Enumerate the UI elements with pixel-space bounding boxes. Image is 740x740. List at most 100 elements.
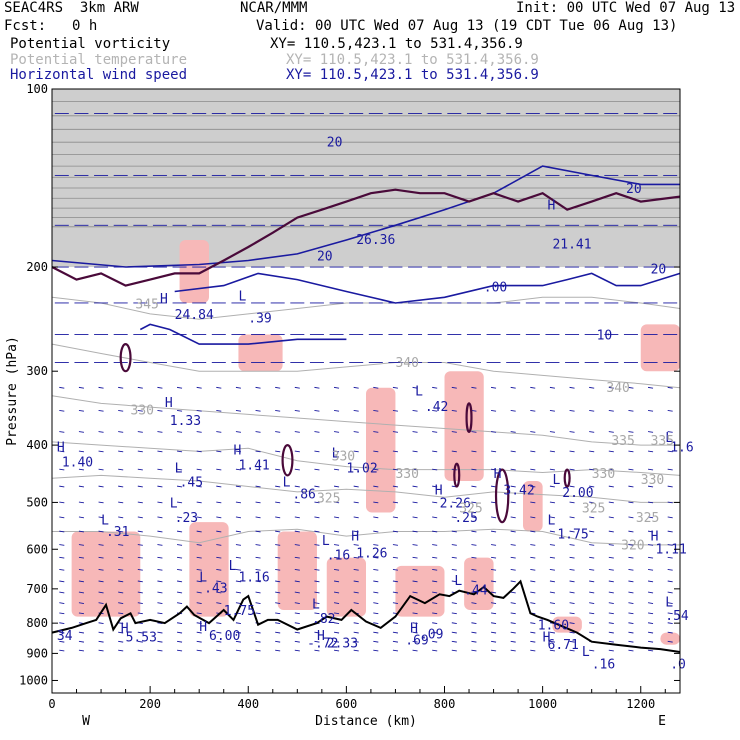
wind-vector xyxy=(549,409,556,412)
wind-vector xyxy=(196,631,202,634)
wind-vector xyxy=(275,580,281,583)
wind-vector xyxy=(647,501,654,504)
wind-vector xyxy=(216,649,222,652)
wind-vector xyxy=(412,580,418,583)
wind-vector xyxy=(98,640,104,643)
wind-vector xyxy=(353,409,359,412)
wind-vector xyxy=(510,450,516,453)
extremum-label: 2.00 xyxy=(562,486,593,501)
wind-vector xyxy=(294,409,300,412)
wind-vector xyxy=(255,631,261,634)
model-name: SEAC4RS 3km ARW xyxy=(4,0,139,16)
wind-vector xyxy=(59,450,65,453)
wind-vector xyxy=(373,580,379,583)
wind-vector xyxy=(392,468,399,471)
wind-vector xyxy=(176,649,183,652)
org-label: NCAR/MMM xyxy=(240,0,308,16)
wind-vector xyxy=(196,386,202,389)
isentrope-line xyxy=(51,474,680,503)
x-tick-label: 1200 xyxy=(626,697,655,711)
wind-vector xyxy=(530,530,536,533)
wind-vector xyxy=(569,631,575,634)
isentrope-label: 325 xyxy=(582,501,605,516)
wind-vector xyxy=(667,622,673,624)
wind-vector xyxy=(294,450,300,453)
wind-vector xyxy=(667,530,673,533)
extremum-label: .86 xyxy=(292,487,315,502)
wind-vector xyxy=(530,485,536,488)
wind-vector xyxy=(392,409,399,412)
isentrope-label: 320 xyxy=(621,538,644,553)
extremum-label: H xyxy=(410,622,418,637)
wind-vector xyxy=(432,409,438,412)
wind-vector xyxy=(157,409,163,412)
wind-vector xyxy=(647,640,654,643)
wind-vector xyxy=(333,556,340,559)
extremum-label: L xyxy=(665,596,673,611)
wind-vector xyxy=(412,556,418,559)
x-tick-label: 800 xyxy=(434,697,456,711)
wind-vector xyxy=(275,622,281,624)
wind-vector xyxy=(373,409,379,412)
wind-vector xyxy=(275,544,281,546)
wind-vector xyxy=(216,485,222,488)
wind-vector xyxy=(333,612,340,615)
terrain-line xyxy=(51,579,681,653)
wind-vector xyxy=(608,622,614,624)
wind-vector xyxy=(608,556,614,559)
wind-vector xyxy=(255,516,261,519)
wind-vector xyxy=(333,631,340,634)
wind-vector xyxy=(373,568,379,571)
wind-vector xyxy=(510,640,516,643)
wind-vector xyxy=(432,468,438,471)
wind-vector xyxy=(647,580,654,583)
wind-vector xyxy=(510,580,516,583)
wind-vector xyxy=(333,468,340,471)
wind-vector xyxy=(333,516,340,519)
wind-vector xyxy=(78,516,85,519)
wind-vector xyxy=(471,450,477,453)
wind-vector xyxy=(235,580,242,583)
wind-vector xyxy=(412,544,418,546)
pv-closed-contour xyxy=(563,468,571,488)
wind-vector xyxy=(589,530,595,533)
wind-vector xyxy=(471,640,477,643)
wind-vector xyxy=(373,516,379,519)
extremum-label: .39 xyxy=(248,311,271,326)
pv-contour xyxy=(51,188,681,287)
wind-vector xyxy=(255,544,261,546)
wind-vector xyxy=(510,622,516,624)
wind-vector xyxy=(314,580,320,583)
wind-vector xyxy=(451,649,457,652)
wind-vector xyxy=(59,530,65,533)
wind-vector xyxy=(59,485,65,488)
wind-vector xyxy=(235,556,242,559)
wind-vector xyxy=(373,431,379,433)
isentrope-label: 340 xyxy=(606,381,629,396)
wind-vector xyxy=(569,485,575,488)
wind-vector xyxy=(412,468,418,471)
extremum-label: 1.16 xyxy=(238,570,269,585)
wind-vector xyxy=(510,631,516,634)
extremum-label: 1.33 xyxy=(170,414,201,429)
wind-vector xyxy=(137,612,143,615)
wind-vector xyxy=(98,591,104,594)
wind-vector xyxy=(176,556,183,559)
wind-vector xyxy=(314,431,320,433)
wind-vector xyxy=(235,530,242,533)
y-tick-label: 500 xyxy=(26,495,48,509)
wind-vector xyxy=(510,556,516,559)
wind-vector xyxy=(412,485,418,488)
wind-vector xyxy=(78,568,85,571)
wind-vector xyxy=(275,602,281,604)
wind-vector xyxy=(216,544,222,546)
shaded-region xyxy=(660,632,680,645)
wind-vector xyxy=(471,612,477,615)
contour-labels: H24.84L.392026.3620H21.41.00201020H1.33L… xyxy=(57,135,694,672)
wind-vector xyxy=(118,431,124,433)
wind-vector xyxy=(196,649,202,652)
isentrope-label: 335 xyxy=(611,434,634,449)
wind-vector xyxy=(255,568,261,571)
wind-vector xyxy=(235,450,242,453)
extremum-label: L xyxy=(415,385,423,400)
